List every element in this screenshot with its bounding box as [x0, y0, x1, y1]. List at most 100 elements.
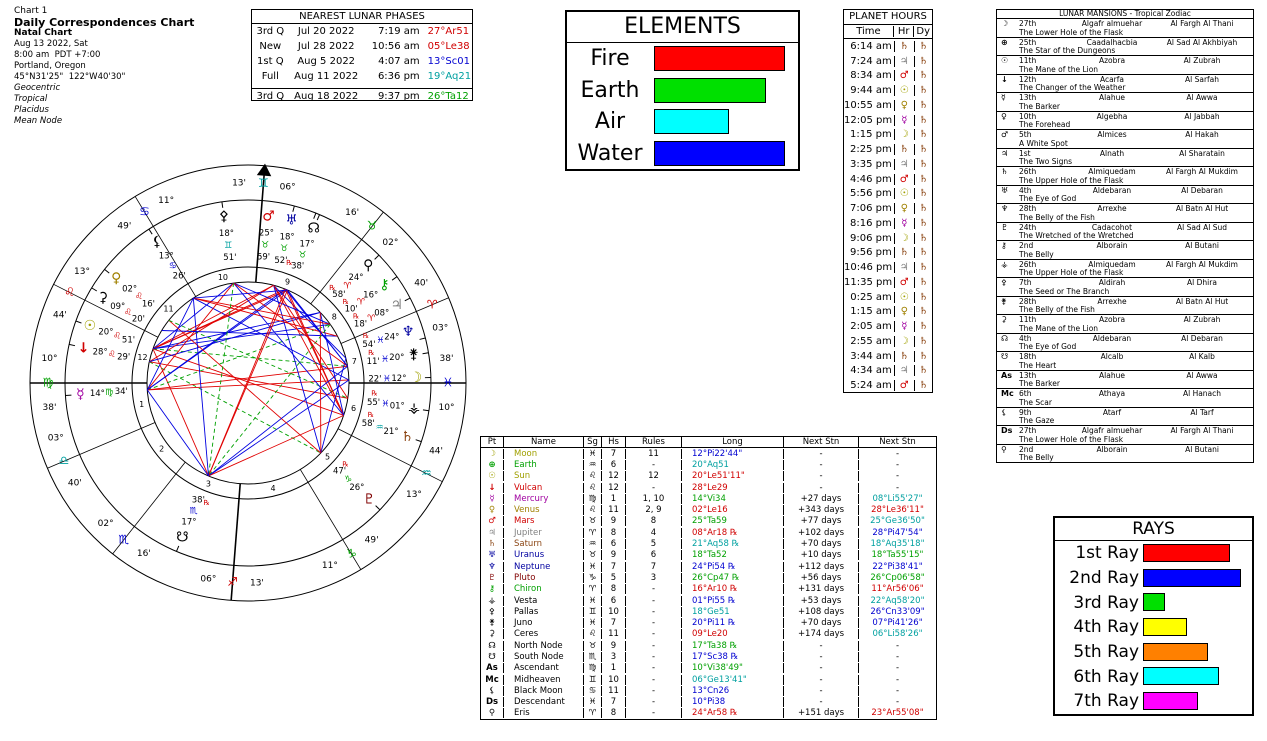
ray-row: 5th Ray	[1055, 640, 1252, 665]
planet-cell: -	[625, 663, 681, 674]
mansion-row: ♅ 4th Aldebaran Al Debaran The Eye of God	[997, 184, 1253, 203]
planet-hour-row: 7:24 am ♃ ♄	[844, 54, 932, 69]
planet-sign: ♉	[298, 251, 306, 261]
mansion-name: Caadalhacbia	[1086, 37, 1138, 47]
planet-tick	[404, 297, 411, 302]
aspect-line	[208, 365, 348, 477]
planet-cell: 28°Le29	[681, 482, 783, 493]
planet-cell: 1	[601, 663, 625, 674]
chart-setting: Placidus	[14, 105, 49, 115]
planet-cell: 1	[601, 493, 625, 504]
element-label: Earth	[580, 77, 640, 103]
mansion-arabic: Al Awwa	[1186, 93, 1218, 102]
planet-tick	[91, 287, 98, 292]
planet-cell: ♌	[583, 471, 601, 482]
lunar-phase-cell: Aug 5 2022	[297, 56, 356, 67]
mansion-arabic: Al Fargh Al Mukdim	[1166, 167, 1238, 176]
house-number: 2	[159, 444, 164, 453]
element-row: Water	[567, 138, 798, 170]
planet-cell: -	[625, 697, 681, 708]
planet-cell: -	[625, 651, 681, 662]
planet-hour-row: 8:34 am ♂ ♄	[844, 69, 932, 84]
planet-degree: 24°	[384, 333, 399, 343]
lunar-phase-cell: 27°Ar51	[427, 26, 470, 37]
cusp-degree: 03°	[48, 434, 64, 444]
planet-hour-cell: 9:56 pm	[850, 247, 892, 259]
mansion-arabic: Al Sarfah	[1184, 74, 1220, 84]
planet-cell: 8	[601, 584, 625, 595]
lunar-phase-cell: 6:36 pm	[377, 71, 420, 82]
ray-bar	[1143, 667, 1220, 686]
planet-cell: 9	[601, 640, 625, 651]
mansion-glyph: ☽	[1001, 19, 1009, 28]
planet-cell: Midheaven	[503, 674, 583, 685]
mansion-number: 9th	[1019, 407, 1032, 417]
planet-hour-row: 7:06 pm ♀ ♄	[844, 201, 932, 216]
mansion-arabic: Al Sad Al Akhbiyah	[1166, 37, 1238, 47]
planet-cell: -	[783, 640, 858, 651]
planet-glyph: ☿	[76, 386, 85, 402]
planet-cell: ⚸	[488, 685, 496, 696]
planet-cell: ♆	[488, 561, 496, 572]
planet-cell: -	[783, 482, 858, 493]
cusp-minute: 44'	[429, 447, 443, 457]
planet-hour-cell: 7:24 am	[850, 55, 892, 67]
planet-cell: ♓	[583, 595, 601, 606]
planet-minute: 11'	[367, 357, 380, 367]
chart-detail: 45°N31'25" 122°W40'30"	[14, 72, 126, 82]
aspect-line	[168, 319, 322, 454]
planet-cell: ♓	[583, 618, 601, 629]
house-cusp	[134, 196, 197, 297]
mansion-meaning: The Wretched of the Wretched	[1019, 231, 1134, 240]
mansion-glyph: ⚴	[1001, 278, 1007, 287]
cusp-minute: 40'	[414, 278, 428, 288]
planet-cell: ♌	[583, 505, 601, 516]
planet-cell: 14°Vi34	[681, 493, 783, 504]
planet-cell: -	[858, 482, 936, 493]
planet-cell: Ds	[485, 697, 499, 708]
planet-cell: ♌	[583, 629, 601, 640]
lunar-mansions: LUNAR MANSIONS - Tropical Zodiac ☽ 27th Alg…	[996, 9, 1254, 463]
planet-tick	[104, 268, 110, 274]
mansion-row: ♀ 10th Algebha Al Jabbah The Forehead	[997, 110, 1253, 129]
planet-glyph: ☋	[176, 530, 188, 546]
planet-hour-cell: 9:06 pm	[850, 232, 892, 244]
mansion-arabic: Al Jabbah	[1184, 111, 1220, 121]
cusp-sign: ♒	[421, 466, 432, 480]
planet-degree: 13°	[159, 252, 174, 262]
aspect-line	[146, 389, 209, 477]
planet-cell: 06°Ge13'41"	[681, 674, 783, 685]
planet-row: ⊕ Earth ♒ 6-20°Aq51- -	[481, 459, 936, 470]
mansion-meaning: The Belly	[1019, 249, 1054, 259]
lunar-phase-cell: 9:37 pm	[377, 90, 420, 102]
mansion-number: 13th	[1019, 370, 1037, 380]
planet-tick	[375, 505, 381, 511]
mansion-glyph: ↓	[1001, 74, 1008, 84]
ray-row: 3rd Ray	[1055, 590, 1252, 615]
ray-label: 4th Ray	[1073, 617, 1139, 638]
planet-hour-cell: ♀	[893, 203, 914, 215]
planet-cell: As	[486, 663, 498, 674]
planet-minute: 16'	[142, 300, 155, 310]
planet-hour-cell: ♄	[913, 144, 932, 156]
planet-hour-cell: ♃	[893, 365, 914, 377]
aspect-line	[193, 289, 288, 299]
lunar-phase-cell: Aug 11 2022	[294, 71, 359, 82]
planet-cell: ♊	[583, 674, 601, 685]
planet-glyph: ♅	[285, 213, 298, 229]
planet-cell: 26°Cp47 ℞	[681, 572, 783, 583]
planet-cell: 28°Pi47'54"	[858, 527, 936, 538]
planet-minute: 22'	[368, 375, 381, 385]
planet-cell: -	[625, 606, 681, 617]
planet-cell: ⚶	[488, 595, 496, 606]
planet-cell: ♀	[488, 505, 496, 516]
cusp-degree: 02°	[382, 238, 398, 248]
planet-cell: 12	[625, 471, 681, 482]
ray-label: 3rd Ray	[1073, 592, 1139, 613]
planet-hour-cell: 3:44 am	[850, 350, 892, 362]
planet-cell: 7	[601, 697, 625, 708]
mansion-number: 12th	[1019, 74, 1037, 84]
mansion-meaning: The Upper Hole of the Flask	[1019, 268, 1124, 277]
planet-hour-cell: ♄	[913, 335, 932, 347]
